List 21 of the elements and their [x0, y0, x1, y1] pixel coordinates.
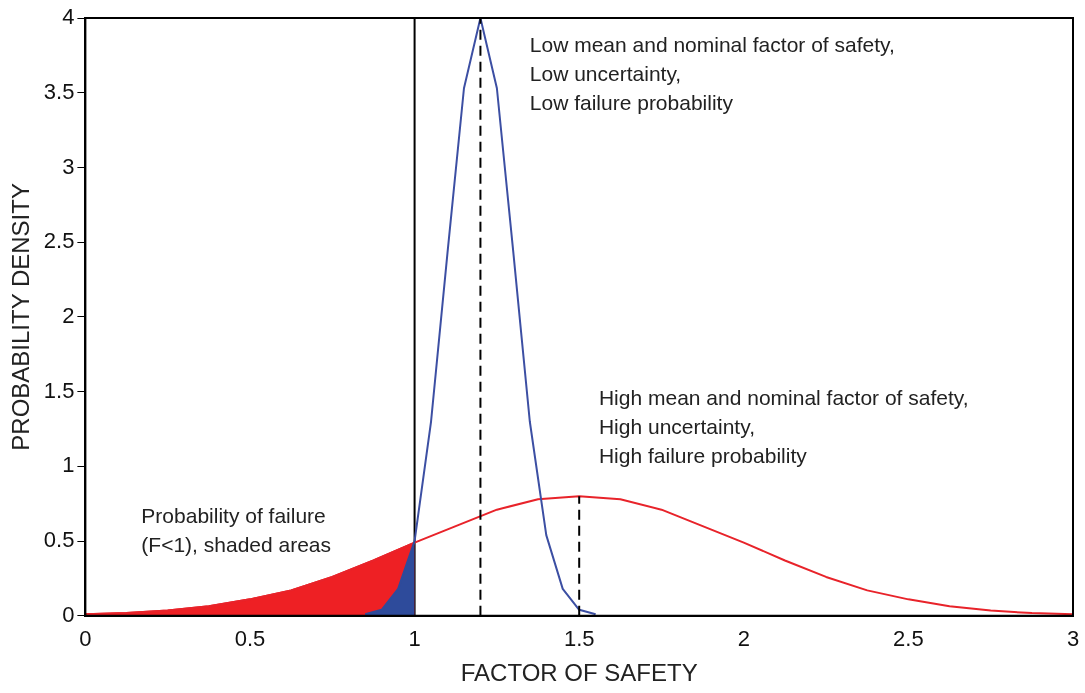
- x-tick-label: 0: [79, 626, 92, 652]
- x-tick-label: 3: [1066, 626, 1080, 652]
- y-tick-label: 2.5: [43, 228, 75, 254]
- annotation: Low mean and nominal factor of safety, Low uncertainty, Low failure probability: [529, 33, 895, 115]
- y-tick-label: 1.5: [43, 377, 75, 403]
- y-tick-label: 2: [62, 302, 75, 328]
- x-tick-label: 0.5: [234, 626, 266, 652]
- y-tick-label: 0: [62, 601, 75, 627]
- x-tick-label: 1.5: [563, 626, 595, 652]
- x-tick-label: 2: [737, 626, 750, 652]
- y-tick-label: 0.5: [43, 527, 75, 553]
- x-tick-label: 2.5: [893, 626, 924, 652]
- annotation: High mean and nominal factor of safety, High uncertainty, High failure probability: [598, 385, 969, 467]
- x-tick-label: 1: [408, 626, 421, 652]
- x-axis-title: FACTOR OF SAFETY: [460, 659, 698, 687]
- y-tick-label: 1: [62, 452, 75, 478]
- y-tick-label: 4: [62, 4, 75, 30]
- y-axis-title: PROBABILITY DENSITY: [7, 183, 35, 451]
- annotation: Probability of failure (F<1), shaded areas: [141, 504, 332, 556]
- y-tick-label: 3.5: [43, 78, 75, 104]
- y-tick-label: 3: [62, 153, 75, 179]
